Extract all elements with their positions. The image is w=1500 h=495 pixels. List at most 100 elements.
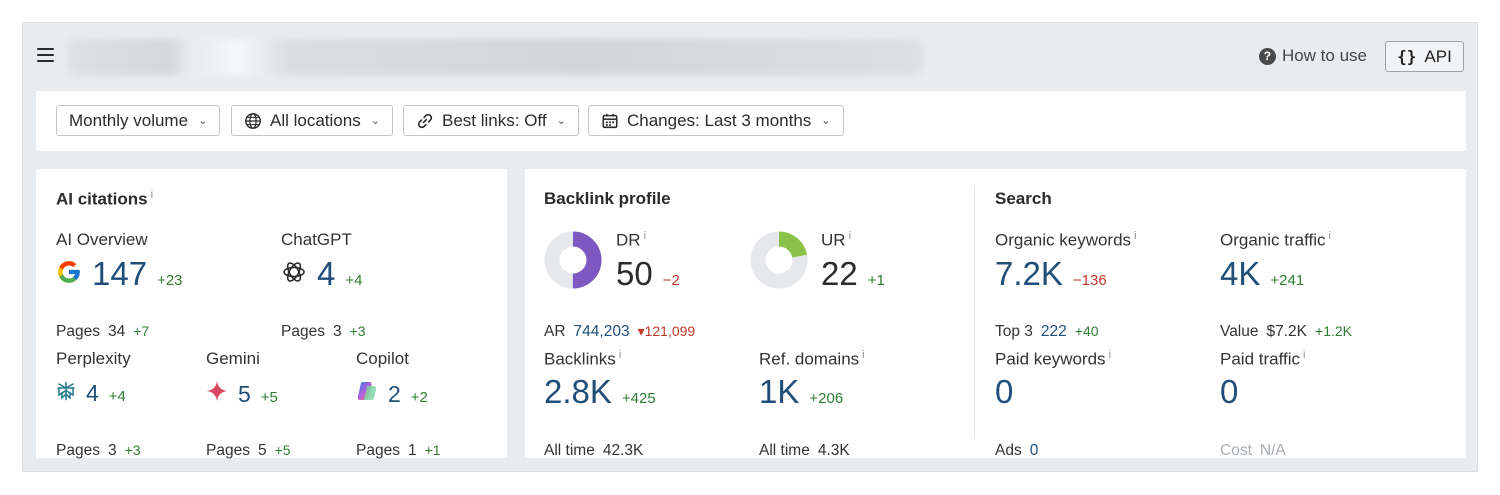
chevron-down-icon: ⌄ (370, 115, 380, 127)
paid-traffic-metric[interactable]: 0 (1220, 373, 1238, 411)
ur-value: 22 (821, 255, 858, 292)
gemini-label: Gemini (206, 349, 260, 368)
info-icon[interactable]: i (150, 189, 154, 201)
ref-domains-value: 1K (759, 373, 800, 410)
backlinks-value: 2.8K (544, 373, 612, 410)
section-divider (974, 187, 975, 437)
info-icon[interactable]: i (848, 230, 852, 242)
backlinks-all-time: All time 42.3K (544, 442, 644, 459)
organic-traffic-metric[interactable]: 4K +241 (1220, 255, 1304, 293)
gemini-metric[interactable]: 5 +5 (206, 380, 278, 408)
chevron-down-icon: ⌄ (556, 115, 566, 127)
ref-domains-metric[interactable]: 1K +206 (759, 373, 843, 411)
chatgpt-pages: Pages 3 +3 (281, 323, 366, 340)
ref-domains-all-time: All time 4.3K (759, 442, 850, 459)
chatgpt-icon (283, 262, 305, 282)
best-links-dropdown[interactable]: Best links: Off ⌄ (403, 105, 579, 136)
ads-value[interactable]: 0 (1029, 442, 1039, 459)
ref-domains-delta: +206 (809, 390, 844, 407)
gemini-value: 5 (238, 381, 251, 407)
perplexity-metric[interactable]: 4 +4 (56, 380, 126, 407)
perplexity-value: 4 (86, 380, 99, 406)
paid-keywords-label: Paid keywords i (995, 349, 1112, 369)
filter-label: All locations (270, 110, 361, 130)
ur-delta: +1 (867, 272, 885, 289)
organic-traffic-value: 4K (1220, 255, 1261, 292)
paid-traffic-label: Paid traffic i (1220, 349, 1306, 369)
backlinks-delta: +425 (621, 390, 656, 407)
cost-row: Cost N/A (1220, 442, 1286, 459)
locations-dropdown[interactable]: All locations ⌄ (231, 105, 393, 136)
ur-donut (750, 231, 808, 289)
how-to-use-link[interactable]: ? How to use (1258, 46, 1367, 66)
copilot-pages: Pages 1 +1 (356, 442, 441, 459)
ar-row: AR 744,203 ▾121,099 (544, 323, 696, 340)
organic-keywords-metric[interactable]: 7.2K −136 (995, 255, 1107, 293)
backlink-profile-title: Backlink profile (544, 189, 671, 208)
filter-label: Best links: Off (442, 110, 547, 130)
perplexity-icon (57, 381, 75, 401)
gemini-delta: +5 (260, 389, 278, 406)
how-to-use-label: How to use (1281, 46, 1367, 65)
info-icon[interactable]: i (1134, 230, 1137, 242)
ads-row: Ads 0 (995, 442, 1039, 459)
perplexity-delta: +4 (108, 388, 126, 405)
filter-bar: Monthly volume ⌄ All locations ⌄ Best li… (36, 91, 1466, 151)
question-icon: ? (1258, 47, 1276, 65)
chevron-down-icon: ⌄ (198, 115, 208, 127)
api-button[interactable]: {} API (1385, 41, 1464, 72)
ai-overview-label: AI Overview (56, 230, 148, 249)
chatgpt-metric[interactable]: 4 +4 (281, 255, 362, 293)
ur-metric[interactable]: 22 +1 (821, 255, 885, 293)
ai-overview-pages: Pages 34 +7 (56, 323, 150, 340)
monthly-volume-dropdown[interactable]: Monthly volume ⌄ (56, 105, 221, 136)
chatgpt-label: ChatGPT (281, 230, 352, 249)
dr-metric[interactable]: 50 −2 (616, 255, 680, 293)
info-icon[interactable]: i (1108, 349, 1112, 361)
globe-icon (245, 112, 261, 129)
perplexity-label: Perplexity (56, 349, 131, 368)
menu-icon[interactable] (37, 48, 54, 62)
google-icon (58, 261, 80, 283)
organic-keywords-delta: −136 (1072, 272, 1107, 289)
perplexity-pages: Pages 3 +3 (56, 442, 141, 459)
info-icon[interactable]: i (1303, 349, 1306, 361)
top3-value[interactable]: 222 (1040, 323, 1067, 340)
ur-label: UR i (821, 230, 852, 250)
paid-traffic-value: 0 (1220, 373, 1239, 410)
filter-label: Monthly volume (69, 110, 189, 130)
backlinks-metric[interactable]: 2.8K +425 (544, 373, 656, 411)
dr-value: 50 (616, 255, 653, 292)
dr-delta: −2 (662, 272, 680, 289)
dr-donut-fill (544, 231, 602, 289)
ur-donut-fill (750, 231, 808, 289)
backlinks-label: Backlinks i (544, 349, 622, 369)
api-label: API (1424, 46, 1452, 66)
info-icon[interactable]: i (618, 349, 622, 361)
ar-value[interactable]: 744,203 (573, 323, 630, 340)
chatgpt-value: 4 (317, 255, 336, 292)
chatgpt-delta: +4 (345, 272, 363, 289)
top-bar: ? How to use {} API (23, 23, 1477, 91)
chevron-down-icon: ⌄ (821, 115, 831, 127)
info-icon[interactable]: i (1328, 230, 1331, 242)
filter-label: Changes: Last 3 months (627, 110, 812, 130)
copilot-label: Copilot (356, 349, 409, 368)
traffic-value-row: Value $7.2K +1.2K (1220, 323, 1352, 340)
organic-traffic-label: Organic traffic i (1220, 230, 1331, 250)
copilot-metric[interactable]: 2 +2 (356, 380, 428, 408)
info-icon[interactable]: i (643, 230, 647, 242)
gemini-pages: Pages 5 +5 (206, 442, 291, 459)
panel-title: AI citations i (56, 189, 154, 209)
paid-keywords-value: 0 (995, 373, 1014, 410)
copilot-icon (357, 382, 377, 400)
gemini-icon (207, 381, 227, 401)
redacted-breadcrumb (68, 39, 923, 75)
paid-keywords-metric[interactable]: 0 (995, 373, 1013, 411)
ai-overview-metric[interactable]: 147 +23 (56, 255, 183, 293)
info-icon[interactable]: i (862, 349, 865, 361)
backlink-search-panel: Backlink profile DR i 50 −2 AR 744,203 ▾1… (525, 169, 1466, 459)
dr-label: DR i (616, 230, 647, 250)
copilot-delta: +2 (410, 389, 428, 406)
changes-period-dropdown[interactable]: Changes: Last 3 months ⌄ (588, 105, 844, 136)
